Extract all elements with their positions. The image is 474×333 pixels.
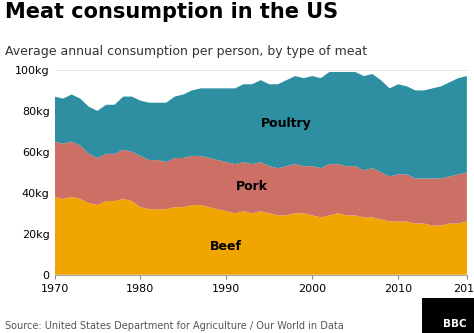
Text: Poultry: Poultry	[261, 117, 312, 130]
Text: BBC: BBC	[443, 319, 467, 329]
Text: Source: United States Department for Agriculture / Our World in Data: Source: United States Department for Agr…	[5, 321, 344, 331]
Text: Average annual consumption per person, by type of meat: Average annual consumption per person, b…	[5, 45, 367, 58]
Text: Beef: Beef	[210, 239, 242, 252]
Text: Pork: Pork	[236, 180, 268, 193]
Text: Meat consumption in the US: Meat consumption in the US	[5, 2, 338, 22]
